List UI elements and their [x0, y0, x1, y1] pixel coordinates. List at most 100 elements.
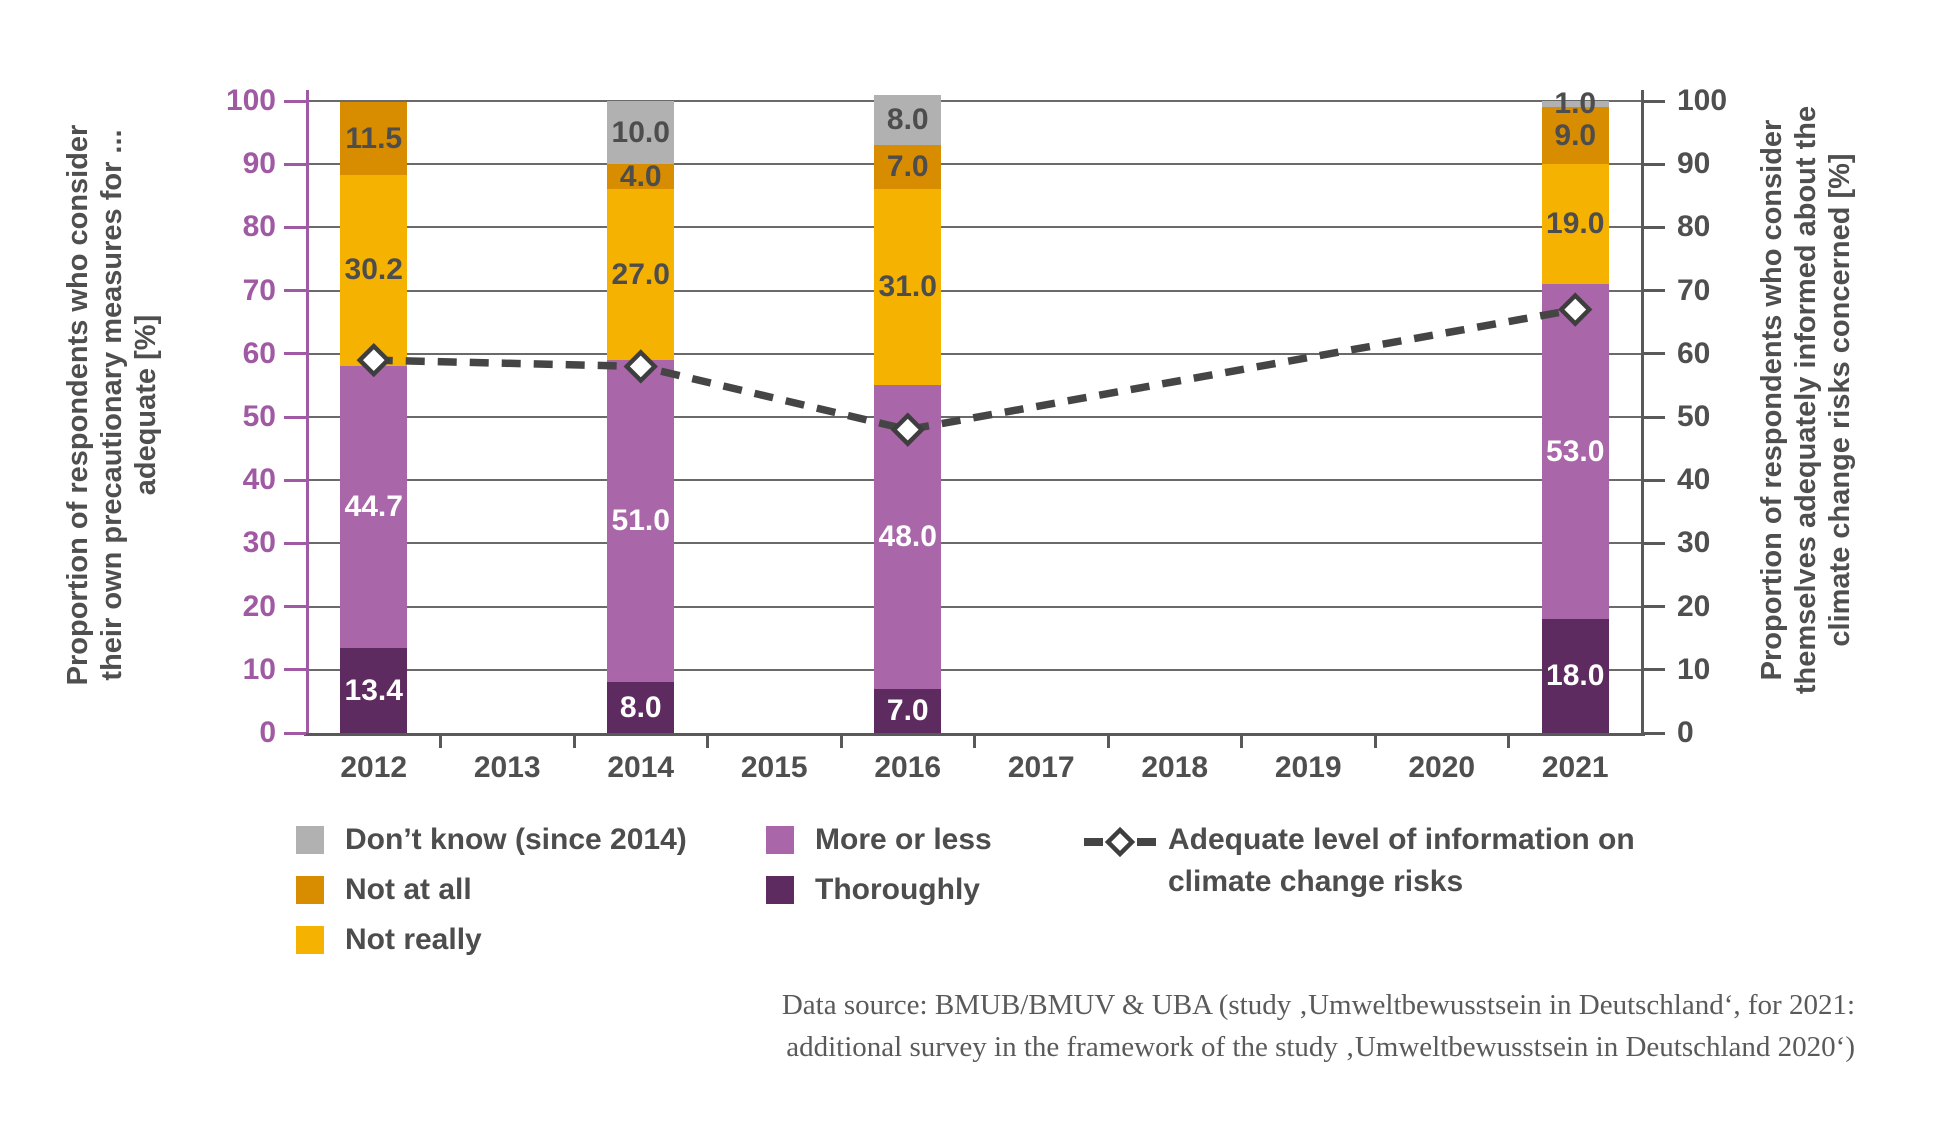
y-axis-left-tick-label-60: 60	[242, 336, 276, 370]
y-axis-right-title-line1: Proportion of respondents who consider	[1756, 119, 1788, 681]
bar-2012-segment-not_at_all: 11.5	[340, 102, 408, 175]
legend-label-not-at-all: Not at all	[345, 873, 472, 906]
x-axis-tick-5	[973, 733, 976, 748]
x-axis-label-2020: 2020	[1408, 751, 1476, 784]
y-axis-right-tick-label-100: 100	[1677, 84, 1728, 117]
x-axis-tick-8	[1373, 733, 1377, 748]
y-axis-left-line	[305, 90, 309, 736]
gridline-90	[307, 163, 1642, 166]
legend-swatch-more-or-less	[766, 826, 794, 854]
gridline-20	[307, 605, 1642, 608]
x-axis-tick-3	[706, 733, 709, 748]
y-axis-left-tick-label-20: 20	[242, 589, 276, 623]
bar-2014-value-thoroughly: 8.0	[619, 690, 662, 724]
bar-2021-value-not_really: 19.0	[1546, 207, 1605, 241]
x-axis-label-2019: 2019	[1274, 751, 1342, 784]
bar-2012-value-thoroughly: 13.4	[344, 673, 403, 707]
bar-2021-segment-more_or_less: 53.0	[1541, 284, 1609, 620]
x-axis-tick-9	[1507, 733, 1510, 748]
gridline-10	[307, 668, 1642, 671]
gridline-30	[307, 542, 1642, 545]
y-axis-left-tick-50	[284, 415, 306, 419]
bar-2016-value-thoroughly: 7.0	[886, 693, 929, 727]
x-axis-label-2018: 2018	[1141, 751, 1209, 784]
y-axis-left-tick-10	[284, 668, 306, 672]
y-axis-left-tick-label-90: 90	[242, 147, 276, 181]
y-axis-right-tick-label-10: 10	[1677, 652, 1711, 686]
bar-2021-segment-not_at_all: 9.0	[1541, 107, 1609, 165]
legend-label-line-series-line1: Adequate level of information on	[1168, 823, 1635, 856]
legend-swatch-thoroughly	[766, 876, 794, 904]
y-axis-right-tick-label-90: 90	[1677, 147, 1711, 181]
y-axis-left-tick-label-50: 50	[242, 400, 276, 433]
y-axis-left-tick-label-10: 10	[242, 652, 276, 686]
y-axis-left-tick-60	[284, 352, 306, 356]
y-axis-right-tick-label-80: 80	[1677, 210, 1711, 244]
y-axis-right-tick-70	[1643, 289, 1665, 293]
x-axis-label-2021: 2021	[1541, 751, 1609, 784]
bar-2016-value-not_at_all: 7.0	[886, 150, 929, 184]
y-axis-right-title-line2: themselves adequately informed about the	[1790, 105, 1822, 695]
legend-line-marker-icon	[1084, 826, 1156, 858]
bar-2021-segment-dont_know: 1.0	[1541, 89, 1609, 119]
bar-2016-segment-dont_know: 8.0	[874, 94, 942, 146]
y-axis-right-tick-90	[1643, 162, 1665, 166]
y-axis-left-tick-100	[284, 99, 306, 103]
y-axis-left-tick-90	[284, 162, 306, 166]
y-axis-right-tick-100	[1643, 99, 1665, 103]
x-axis-tick-1	[439, 733, 442, 748]
y-axis-left-tick-label-30: 30	[242, 526, 276, 560]
gridline-50	[307, 416, 1642, 418]
y-axis-right-tick-label-0: 0	[1677, 716, 1694, 749]
x-axis-tick-7	[1240, 733, 1243, 748]
bar-2016-segment-thoroughly: 7.0	[874, 688, 942, 733]
bar-2014-value-dont_know: 10.0	[611, 115, 670, 149]
bar-2021-value-dont_know: 1.0	[1554, 87, 1597, 121]
bar-2014-value-not_at_all: 4.0	[619, 159, 662, 193]
bar-2014-segment-more_or_less: 51.0	[607, 360, 675, 683]
x-axis-label-2013: 2013	[473, 751, 541, 784]
bar-2016-value-dont_know: 8.0	[886, 102, 929, 136]
legend-swatch-not-at-all	[296, 876, 324, 904]
y-axis-left-tick-20	[284, 605, 306, 609]
y-axis-right-tick-60	[1643, 352, 1665, 356]
x-axis-label-2014: 2014	[607, 751, 675, 784]
gridline-80	[307, 226, 1642, 229]
y-axis-right-tick-20	[1643, 605, 1665, 609]
y-axis-right-title-line3: climate change risks concerned [%]	[1824, 153, 1856, 647]
y-axis-right-tick-label-60: 60	[1677, 336, 1711, 370]
gridline-70	[307, 289, 1642, 292]
y-axis-left-tick-30	[284, 541, 306, 545]
bar-2014-value-not_really: 27.0	[611, 257, 670, 291]
data-source-line1: Data source: BMUB/BMUV & UBA (study ‚Umw…	[781, 989, 1855, 1021]
y-axis-right-tick-10	[1643, 668, 1665, 672]
gridline-100	[307, 100, 1642, 102]
data-source-note: Data source: BMUB/BMUV & UBA (study ‚Umw…	[782, 984, 1855, 1068]
y-axis-left-tick-80	[284, 225, 306, 229]
y-axis-left-tick-label-40: 40	[242, 463, 276, 497]
bar-2016-segment-more_or_less: 48.0	[874, 385, 942, 689]
legend-label-line-series-line2: climate change risks	[1168, 865, 1464, 898]
bar-2021-value-thoroughly: 18.0	[1546, 659, 1605, 693]
bar-2016-value-not_really: 31.0	[878, 270, 937, 304]
legend-label-thoroughly: Thoroughly	[815, 873, 980, 906]
gridline-60	[307, 352, 1642, 355]
x-axis-label-2012: 2012	[340, 751, 408, 784]
bar-2014-segment-not_really: 27.0	[607, 189, 675, 361]
bar-2012-value-not_really: 30.2	[344, 253, 403, 287]
legend-label-more-or-less: More or less	[815, 823, 992, 856]
y-axis-left-tick-0	[284, 731, 306, 735]
y-axis-left-tick-40	[284, 478, 306, 482]
y-axis-right-tick-40	[1643, 478, 1665, 482]
bar-2014-value-more_or_less: 51.0	[611, 504, 670, 538]
bar-2014-segment-thoroughly: 8.0	[607, 682, 675, 733]
y-axis-right-tick-30	[1643, 541, 1665, 545]
x-axis-label-2017: 2017	[1007, 751, 1075, 784]
y-axis-right-tick-label-70: 70	[1677, 273, 1711, 307]
data-source-line2: additional survey in the framework of th…	[786, 1031, 1855, 1063]
bar-2021-segment-thoroughly: 18.0	[1541, 619, 1609, 733]
y-axis-right-tick-label-30: 30	[1677, 526, 1711, 560]
y-axis-left-tick-label-0: 0	[259, 716, 276, 749]
bar-2012-segment-thoroughly: 13.4	[340, 648, 408, 733]
